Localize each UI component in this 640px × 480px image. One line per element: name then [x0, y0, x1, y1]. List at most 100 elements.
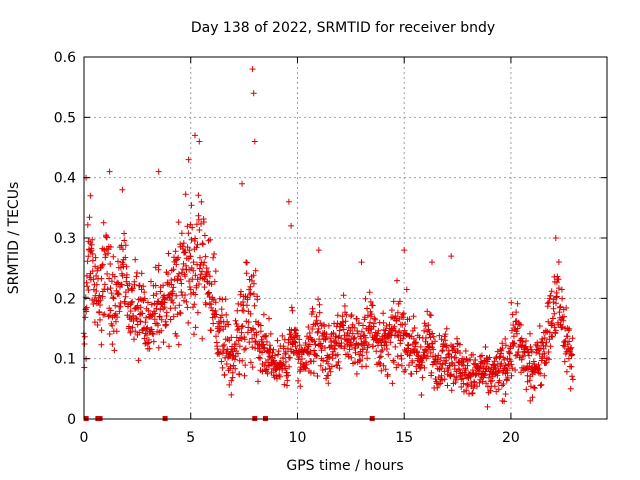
data-point — [514, 300, 521, 307]
data-point — [121, 237, 128, 244]
data-point — [97, 297, 104, 304]
data-point — [186, 284, 193, 290]
data-point — [275, 348, 282, 355]
data-point — [144, 332, 150, 338]
data-point — [170, 313, 177, 320]
data-point — [342, 318, 349, 325]
data-point — [112, 302, 119, 309]
data-point — [443, 325, 450, 332]
data-point — [363, 349, 370, 356]
data-point — [107, 307, 114, 314]
data-point — [257, 355, 264, 362]
data-point — [458, 384, 465, 390]
data-point — [561, 313, 567, 320]
y-tick-label: 0.1 — [54, 352, 76, 368]
data-point — [259, 349, 265, 356]
data-point — [512, 352, 519, 359]
data-point — [499, 397, 506, 404]
data-point — [474, 383, 480, 390]
data-point — [185, 156, 192, 163]
data-point — [410, 335, 417, 342]
data-point — [456, 367, 463, 373]
data-point — [232, 317, 239, 324]
data-point — [413, 339, 420, 346]
data-point — [502, 391, 509, 397]
data-point — [429, 330, 436, 337]
data-point — [491, 383, 498, 390]
data-point — [526, 360, 533, 367]
data-point — [454, 335, 460, 342]
data-point — [205, 268, 212, 275]
data-point — [367, 313, 374, 320]
data-point — [193, 244, 200, 251]
data-point — [548, 333, 555, 340]
data-point — [546, 295, 553, 302]
data-point — [198, 198, 205, 205]
data-point — [400, 310, 407, 317]
data-point — [367, 298, 374, 305]
data-point — [97, 316, 103, 323]
data-point — [367, 319, 373, 326]
y-tick-label: 0.2 — [54, 291, 76, 307]
data-point — [247, 283, 254, 290]
data-point — [188, 236, 195, 243]
data-point — [559, 295, 566, 302]
data-point — [129, 324, 136, 331]
data-point — [552, 235, 559, 241]
data-point — [322, 345, 328, 351]
data-point — [295, 377, 302, 384]
data-point — [427, 349, 434, 356]
data-point — [390, 298, 397, 305]
data-point — [403, 330, 409, 337]
data-point — [270, 346, 277, 353]
data-point — [440, 340, 447, 347]
data-point — [325, 380, 332, 387]
data-point — [359, 346, 366, 353]
data-point — [439, 348, 446, 355]
x-tick-label: 5 — [186, 430, 195, 446]
data-point — [527, 397, 534, 404]
data-point — [352, 349, 359, 356]
data-point — [239, 357, 246, 364]
data-point — [126, 280, 133, 287]
data-point — [239, 180, 245, 187]
data-point — [178, 280, 185, 287]
y-tick-label: 0.6 — [54, 50, 76, 66]
data-point — [233, 341, 239, 348]
data-point — [568, 363, 575, 370]
data-point — [510, 322, 517, 328]
data-point — [430, 346, 437, 353]
data-point — [267, 330, 274, 337]
data-point — [287, 354, 293, 361]
data-point — [219, 343, 226, 350]
data-point — [273, 372, 280, 379]
data-point — [545, 356, 552, 363]
data-point — [457, 350, 463, 356]
data-point — [253, 331, 260, 338]
data-point — [110, 253, 117, 260]
data-point — [194, 241, 201, 248]
data-point — [500, 381, 507, 387]
data-point — [282, 349, 289, 355]
data-point — [508, 372, 515, 379]
data-point — [101, 311, 108, 318]
data-point — [317, 340, 324, 347]
data-point — [394, 309, 401, 316]
data-point — [514, 325, 521, 332]
data-point — [306, 341, 313, 348]
data-point — [285, 372, 292, 379]
data-point — [192, 324, 199, 331]
data-point — [212, 299, 219, 306]
data-point — [483, 380, 489, 387]
data-point — [409, 357, 416, 364]
data-point — [524, 346, 530, 353]
data-point — [370, 320, 377, 327]
data-point — [206, 273, 213, 280]
data-point — [170, 299, 177, 306]
data-point — [238, 323, 245, 330]
data-point — [190, 304, 196, 311]
data-point — [410, 313, 417, 320]
data-point — [201, 232, 208, 239]
data-point — [265, 357, 272, 363]
data-point — [394, 277, 400, 284]
